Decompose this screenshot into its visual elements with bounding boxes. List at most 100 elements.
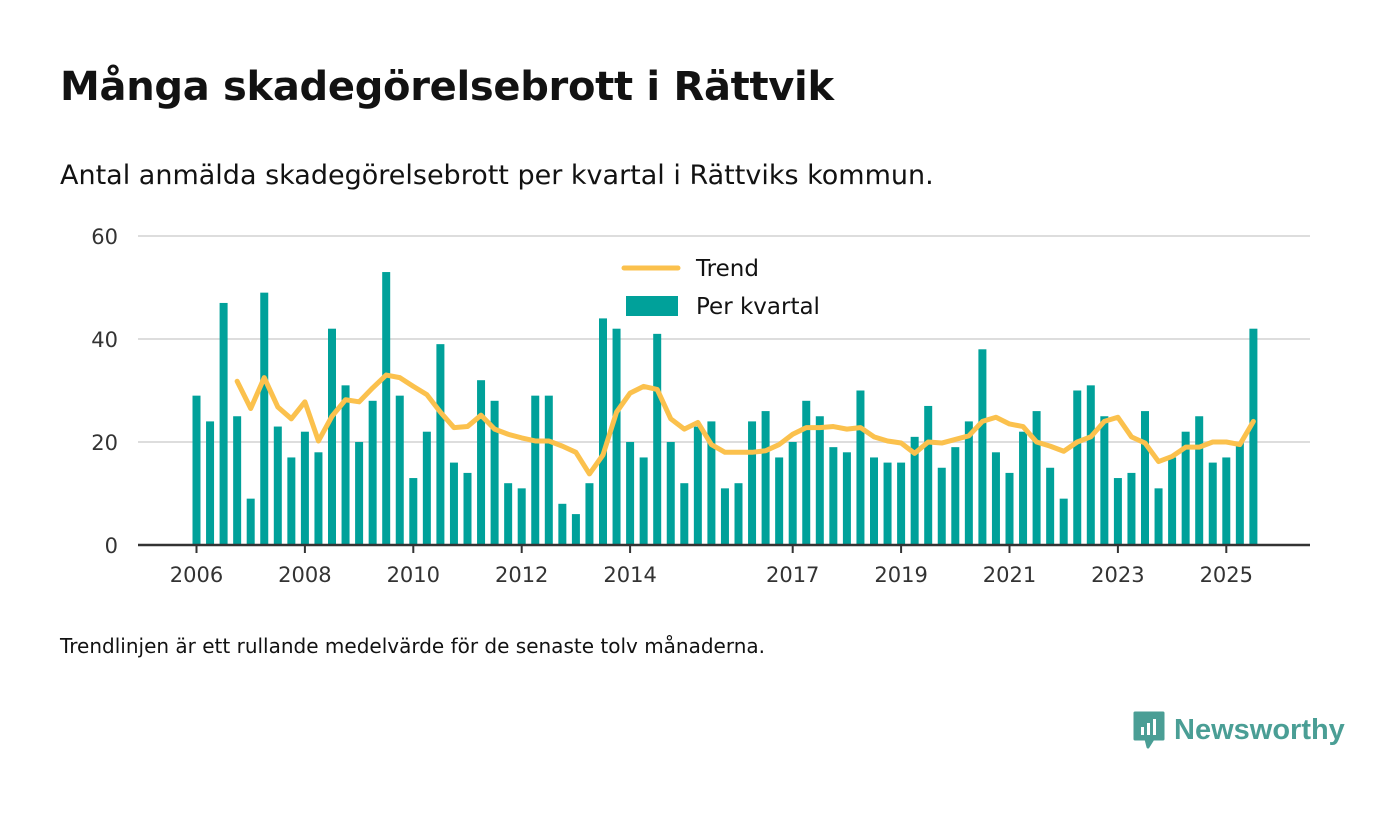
newsworthy-logo: Newsworthy bbox=[1132, 710, 1345, 750]
legend-bar-label: Per kvartal bbox=[696, 294, 820, 320]
legend: Trend Per kvartal bbox=[621, 256, 820, 320]
bar bbox=[395, 395, 404, 545]
bar bbox=[463, 472, 472, 545]
bar bbox=[991, 452, 1000, 545]
bar bbox=[1222, 457, 1231, 545]
bar bbox=[504, 483, 513, 545]
bar bbox=[964, 421, 973, 545]
bar bbox=[1059, 498, 1068, 545]
y-tick-label: 60 bbox=[91, 225, 118, 249]
bar bbox=[409, 478, 418, 545]
bar bbox=[666, 442, 675, 545]
bar bbox=[355, 442, 364, 545]
bar bbox=[219, 302, 228, 545]
bar bbox=[707, 421, 716, 545]
bar bbox=[314, 452, 323, 545]
bar bbox=[639, 457, 648, 545]
x-tick-label: 2017 bbox=[766, 563, 819, 587]
x-tick-label: 2025 bbox=[1200, 563, 1253, 587]
bar bbox=[1195, 416, 1204, 545]
chart-subtitle: Antal anmälda skadegörelsebrott per kvar… bbox=[60, 160, 934, 191]
bar bbox=[1249, 328, 1258, 545]
bar bbox=[788, 442, 797, 545]
bar bbox=[761, 411, 770, 545]
bar bbox=[829, 447, 838, 545]
bar bbox=[422, 431, 431, 545]
bar bbox=[1046, 467, 1055, 545]
bar bbox=[287, 457, 296, 545]
bar bbox=[870, 457, 878, 545]
bar bbox=[1005, 472, 1014, 545]
bar bbox=[599, 318, 607, 545]
bar bbox=[693, 426, 702, 545]
bar bbox=[544, 395, 553, 545]
trend-line bbox=[234, 372, 1256, 477]
bar bbox=[1168, 457, 1177, 545]
bar bbox=[382, 272, 391, 545]
bar bbox=[246, 498, 255, 545]
bar bbox=[680, 483, 689, 545]
bar bbox=[273, 426, 282, 545]
x-tick-label: 2019 bbox=[874, 563, 927, 587]
bar bbox=[477, 380, 486, 545]
bar bbox=[720, 488, 729, 545]
bar bbox=[734, 483, 743, 545]
bar bbox=[924, 405, 933, 545]
brand-name: Newsworthy bbox=[1174, 713, 1345, 746]
bar bbox=[206, 421, 215, 545]
bar bbox=[937, 467, 946, 545]
bar bbox=[1141, 411, 1149, 545]
bar bbox=[449, 462, 458, 545]
x-tick-label: 2006 bbox=[170, 563, 223, 587]
bar bbox=[1181, 431, 1190, 545]
bar bbox=[1100, 416, 1109, 545]
y-tick-label: 20 bbox=[91, 431, 118, 455]
bar bbox=[1113, 478, 1122, 545]
bar bbox=[517, 488, 526, 545]
bar bbox=[571, 514, 580, 545]
x-tick-label: 2014 bbox=[603, 563, 656, 587]
bar bbox=[802, 400, 811, 545]
bar bbox=[368, 400, 377, 545]
bar bbox=[815, 416, 824, 545]
bar bbox=[653, 333, 662, 545]
x-tick-label: 2021 bbox=[983, 563, 1036, 587]
bar bbox=[626, 442, 635, 545]
bar bbox=[978, 349, 987, 545]
bar-series bbox=[192, 272, 1258, 545]
bar bbox=[883, 462, 892, 545]
trend-series bbox=[234, 372, 1256, 477]
newsworthy-logo-icon bbox=[1133, 711, 1165, 749]
bar bbox=[436, 344, 445, 545]
x-tick-label: 2023 bbox=[1091, 563, 1144, 587]
bar bbox=[531, 395, 540, 545]
bar bbox=[490, 400, 499, 545]
bar bbox=[897, 462, 906, 545]
bar bbox=[328, 328, 336, 545]
chart-title: Många skadegörelsebrott i Rättvik bbox=[60, 64, 834, 110]
bar-chart: 0 20 40 60 2006 2008 2010 2012 2014 2017 2019 2021 2… bbox=[91, 225, 1310, 587]
bar bbox=[233, 416, 242, 545]
y-tick-label: 40 bbox=[91, 328, 118, 352]
footnote: Trendlinjen är ett rullande medelvärde f… bbox=[60, 634, 766, 658]
x-tick-label: 2012 bbox=[495, 563, 548, 587]
y-tick-label: 0 bbox=[105, 534, 118, 558]
x-tick-label: 2008 bbox=[278, 563, 331, 587]
bar bbox=[1019, 431, 1028, 545]
bar bbox=[1127, 472, 1136, 545]
axes: 0 20 40 60 2006 2008 2010 2012 2014 2017 2019 2021 2… bbox=[91, 225, 1310, 587]
bar bbox=[748, 421, 757, 545]
bar bbox=[260, 292, 269, 545]
bar bbox=[775, 457, 784, 545]
bar bbox=[842, 452, 851, 545]
bar bbox=[1086, 385, 1095, 545]
bar bbox=[1154, 488, 1163, 545]
bar bbox=[1032, 411, 1041, 545]
bar bbox=[1073, 390, 1082, 545]
bar bbox=[856, 390, 865, 545]
bar bbox=[558, 503, 567, 545]
bar bbox=[341, 385, 350, 545]
legend-trend-label: Trend bbox=[695, 256, 759, 282]
bar bbox=[585, 483, 594, 545]
bar bbox=[300, 431, 309, 545]
